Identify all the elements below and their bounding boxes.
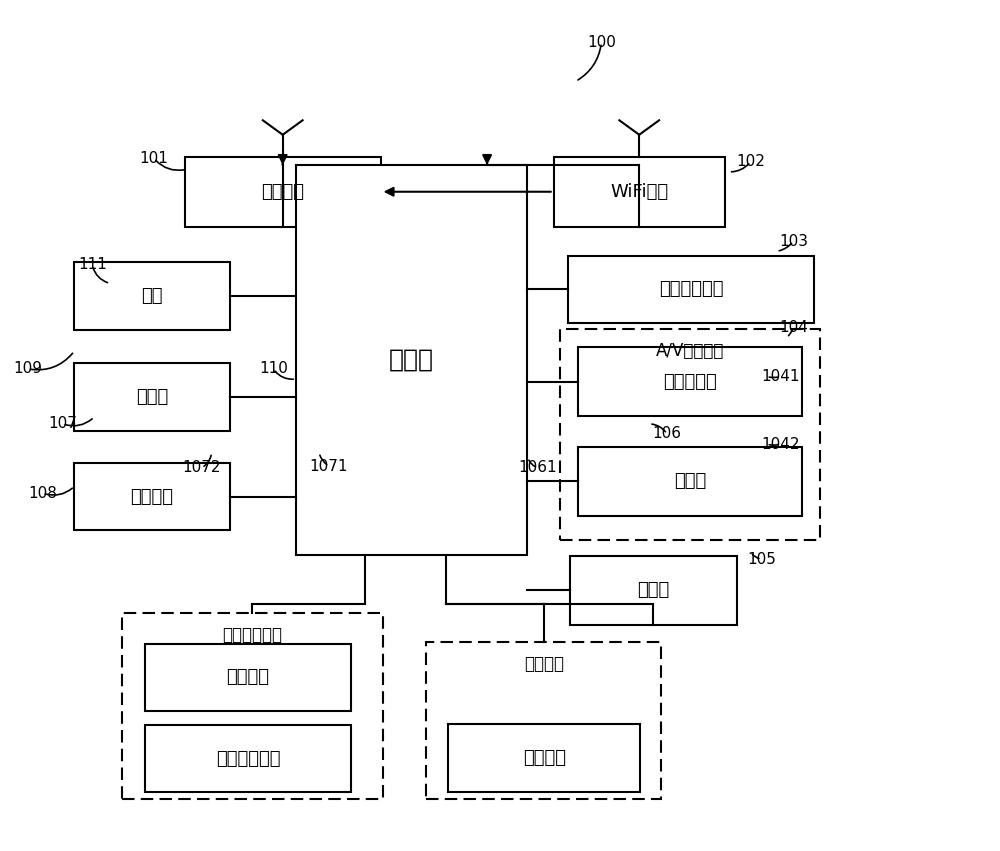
Text: 106: 106: [653, 426, 682, 442]
Text: 105: 105: [747, 551, 776, 567]
Bar: [145, 725, 351, 792]
Text: 显示单元: 显示单元: [524, 654, 564, 672]
Bar: [426, 642, 661, 799]
Bar: [578, 347, 802, 416]
Text: 麦克风: 麦克风: [674, 472, 706, 490]
Bar: [578, 447, 802, 516]
Text: 射频单元: 射频单元: [261, 183, 304, 201]
Bar: [122, 614, 383, 799]
Text: 1071: 1071: [310, 459, 348, 473]
Bar: [568, 255, 814, 323]
Text: 其他输入设备: 其他输入设备: [216, 750, 280, 768]
Text: 图形处理器: 图形处理器: [663, 373, 717, 391]
Text: 104: 104: [779, 320, 808, 335]
Text: 显示面板: 显示面板: [523, 749, 566, 767]
Text: 接口单元: 接口单元: [130, 488, 173, 505]
Text: 音频输出单元: 音频输出单元: [659, 280, 723, 299]
Bar: [554, 157, 725, 227]
Text: 1072: 1072: [182, 460, 221, 475]
Text: 103: 103: [779, 234, 808, 248]
Text: 1042: 1042: [761, 437, 800, 452]
Bar: [74, 262, 230, 330]
Text: 110: 110: [259, 362, 288, 376]
Bar: [560, 329, 820, 540]
Text: 111: 111: [78, 257, 107, 272]
Text: 用户输入单元: 用户输入单元: [222, 625, 282, 644]
Bar: [570, 556, 737, 625]
Bar: [448, 724, 640, 791]
Text: 处理器: 处理器: [389, 348, 434, 372]
Bar: [74, 463, 230, 530]
Bar: [145, 643, 351, 711]
Text: 109: 109: [13, 362, 42, 376]
Text: 触控面板: 触控面板: [226, 668, 269, 687]
Text: 108: 108: [28, 486, 57, 500]
Text: 101: 101: [139, 151, 168, 166]
Text: 传感器: 传感器: [637, 581, 669, 599]
Bar: [74, 363, 230, 431]
Text: A/V输入单元: A/V输入单元: [656, 342, 724, 360]
Text: 107: 107: [48, 416, 77, 431]
Text: 1041: 1041: [761, 369, 800, 384]
Text: 100: 100: [587, 35, 616, 50]
Text: 电源: 电源: [141, 287, 163, 306]
Text: 1061: 1061: [518, 460, 557, 475]
Bar: [185, 157, 381, 227]
Bar: [296, 165, 527, 555]
Text: 存储器: 存储器: [136, 388, 168, 406]
Text: 102: 102: [736, 154, 765, 169]
Text: WiFi模块: WiFi模块: [610, 183, 668, 201]
